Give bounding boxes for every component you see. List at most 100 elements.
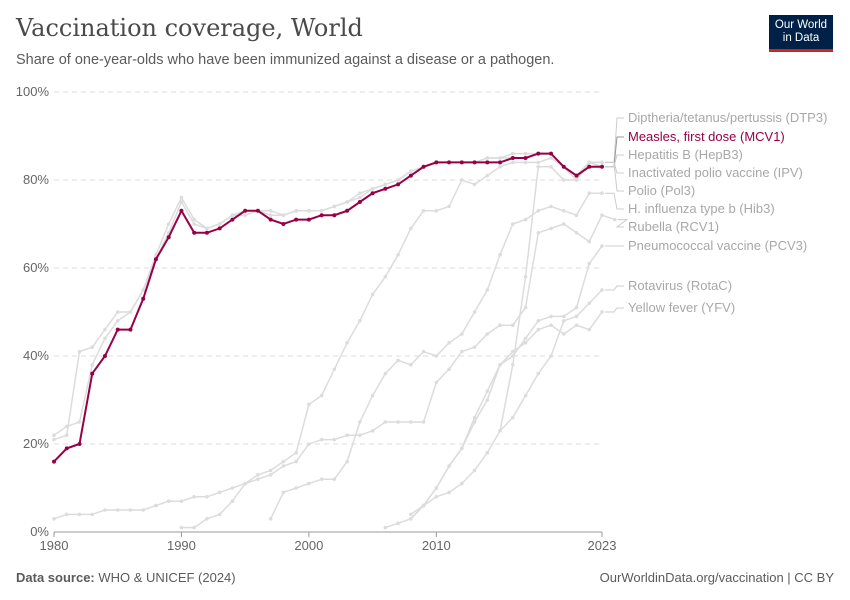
data-point xyxy=(294,209,298,213)
source-value[interactable]: WHO & UNICEF (2024) xyxy=(98,570,236,585)
data-point xyxy=(447,490,451,495)
data-point xyxy=(600,288,604,292)
data-point xyxy=(536,151,541,156)
data-point xyxy=(141,296,146,301)
data-point xyxy=(128,327,133,332)
data-point xyxy=(307,481,311,486)
data-point xyxy=(281,222,286,226)
data-point xyxy=(600,244,604,248)
data-point xyxy=(64,512,69,517)
data-point xyxy=(179,195,184,200)
data-point xyxy=(205,226,209,231)
data-point xyxy=(268,213,273,217)
data-point xyxy=(523,393,528,398)
data-point xyxy=(460,481,464,486)
data-point xyxy=(383,420,388,424)
owid-logo[interactable]: Our World in Data xyxy=(769,15,833,52)
x-tick-label: 1980 xyxy=(40,538,69,553)
data-point xyxy=(396,521,400,525)
data-point xyxy=(192,495,196,499)
data-point xyxy=(179,499,184,504)
x-tick-label: 1990 xyxy=(167,538,196,553)
data-point xyxy=(498,165,502,169)
data-point xyxy=(383,371,388,376)
data-point xyxy=(217,512,222,517)
data-point xyxy=(345,341,349,345)
data-point xyxy=(64,446,69,451)
data-point xyxy=(370,187,375,191)
data-point xyxy=(523,151,528,156)
data-point xyxy=(230,213,235,217)
y-tick-label: 20% xyxy=(23,436,49,451)
data-point xyxy=(523,217,528,222)
data-point xyxy=(600,160,604,165)
data-point xyxy=(472,182,477,187)
data-point xyxy=(587,160,592,165)
data-point xyxy=(421,209,426,213)
data-point xyxy=(447,341,451,345)
data-point xyxy=(523,336,528,341)
data-point xyxy=(510,323,515,328)
data-point xyxy=(574,173,579,178)
data-point xyxy=(332,213,337,218)
data-point xyxy=(179,200,184,204)
data-point xyxy=(319,209,324,213)
data-point xyxy=(281,459,286,464)
data-point xyxy=(192,525,196,530)
series-line xyxy=(385,289,603,529)
data-point xyxy=(485,173,490,178)
data-point xyxy=(549,151,554,156)
data-point xyxy=(498,253,502,257)
data-point xyxy=(600,191,604,195)
data-point xyxy=(549,204,553,209)
data-point xyxy=(421,420,426,424)
data-point xyxy=(370,292,375,297)
data-point xyxy=(383,275,388,279)
data-point xyxy=(574,305,579,310)
footer-link[interactable]: OurWorldinData.org/vaccination | CC BY xyxy=(599,570,834,585)
series-label: Diptheria/tetanus/pertussis (DTP3) xyxy=(628,110,827,125)
data-point xyxy=(128,508,133,512)
label-connector xyxy=(605,154,624,168)
chart-subtitle: Share of one-year-olds who have been imm… xyxy=(16,52,555,68)
y-tick-label: 100% xyxy=(16,84,50,99)
data-point xyxy=(574,213,579,217)
data-point xyxy=(294,459,298,464)
data-point xyxy=(434,160,439,165)
data-point xyxy=(460,332,464,336)
data-point xyxy=(115,508,120,512)
series-line xyxy=(499,161,602,431)
data-point xyxy=(192,222,196,226)
y-tick-label: 80% xyxy=(23,172,49,187)
data-point xyxy=(281,464,286,468)
data-point xyxy=(600,213,604,217)
series-label: Polio (Pol3) xyxy=(628,183,695,198)
data-point xyxy=(561,319,566,323)
data-point xyxy=(77,349,82,354)
data-point xyxy=(561,209,566,213)
data-point xyxy=(357,200,362,204)
data-point xyxy=(409,363,413,367)
data-point xyxy=(115,327,120,332)
data-point xyxy=(460,446,464,451)
data-point xyxy=(383,525,388,530)
data-point xyxy=(408,173,413,178)
data-point xyxy=(319,393,324,398)
data-point xyxy=(498,156,502,160)
data-point xyxy=(370,429,375,433)
data-point xyxy=(243,208,248,213)
x-tick-label: 2000 xyxy=(294,538,323,553)
data-point xyxy=(600,164,604,169)
data-point xyxy=(510,151,515,156)
data-point xyxy=(383,182,388,187)
data-point xyxy=(536,371,541,376)
chart-title: Vaccination coverage, World xyxy=(16,14,363,42)
data-point xyxy=(549,323,553,328)
data-point xyxy=(409,226,413,231)
data-point xyxy=(268,517,273,521)
data-point xyxy=(396,182,401,187)
data-point xyxy=(434,209,439,213)
data-point xyxy=(485,160,490,165)
